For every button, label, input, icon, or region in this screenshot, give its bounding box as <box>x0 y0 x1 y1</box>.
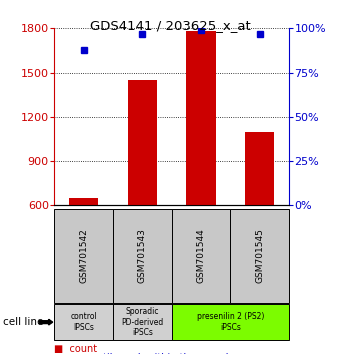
Text: cell line: cell line <box>3 317 44 327</box>
Text: Sporadic
PD-derived
iPSCs: Sporadic PD-derived iPSCs <box>121 307 164 337</box>
Text: presenilin 2 (PS2)
iPSCs: presenilin 2 (PS2) iPSCs <box>197 313 264 332</box>
Text: ■  percentile rank within the sample: ■ percentile rank within the sample <box>54 353 235 354</box>
Text: GSM701544: GSM701544 <box>197 228 205 283</box>
Text: ■  count: ■ count <box>54 344 98 354</box>
Text: GSM701542: GSM701542 <box>79 228 88 283</box>
Bar <box>245 132 274 205</box>
Bar <box>128 80 157 205</box>
Text: GDS4141 / 203625_x_at: GDS4141 / 203625_x_at <box>90 19 250 33</box>
Bar <box>186 31 216 205</box>
Bar <box>69 198 98 205</box>
Text: GSM701543: GSM701543 <box>138 228 147 283</box>
Text: control
IPSCs: control IPSCs <box>70 313 97 332</box>
Text: GSM701545: GSM701545 <box>255 228 264 283</box>
